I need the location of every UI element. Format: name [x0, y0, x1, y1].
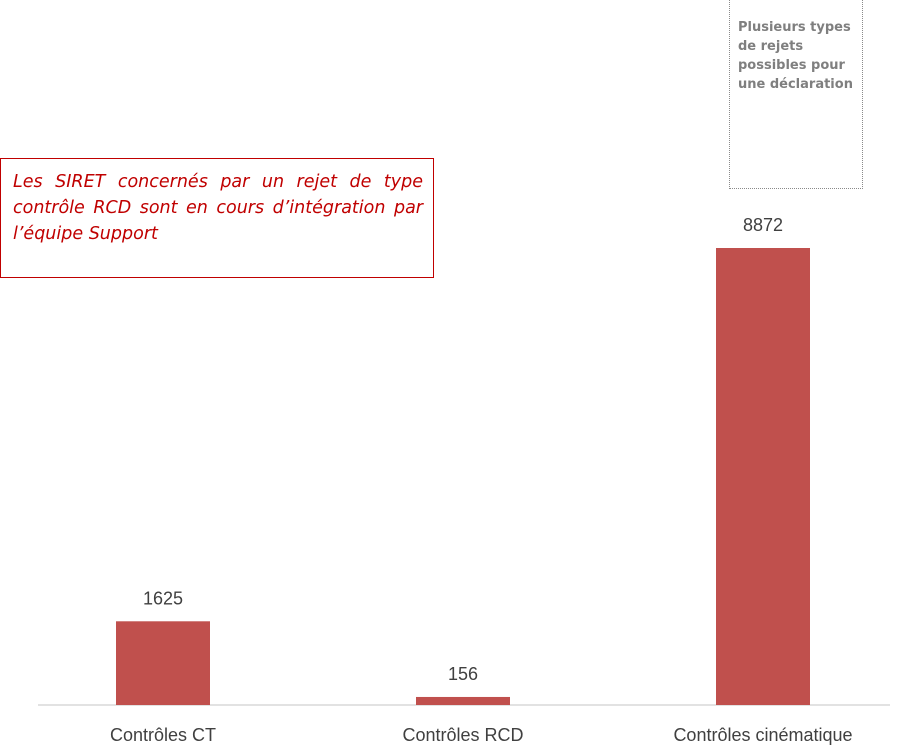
- bar: [716, 248, 810, 705]
- x-tick-label: Contrôles CT: [110, 725, 216, 745]
- bar: [416, 696, 510, 705]
- data-label: 156: [448, 664, 478, 684]
- x-tick-label: Contrôles cinématique: [673, 725, 852, 745]
- bar: [116, 621, 210, 705]
- annotation: Plusieurs types de rejets possibles pour…: [729, 0, 863, 189]
- x-tick-label: Contrôles RCD: [402, 725, 523, 745]
- data-label: 8872: [743, 215, 783, 235]
- annotation: Les SIRET concernés par un rejet de type…: [0, 158, 434, 278]
- data-label: 1625: [143, 588, 183, 608]
